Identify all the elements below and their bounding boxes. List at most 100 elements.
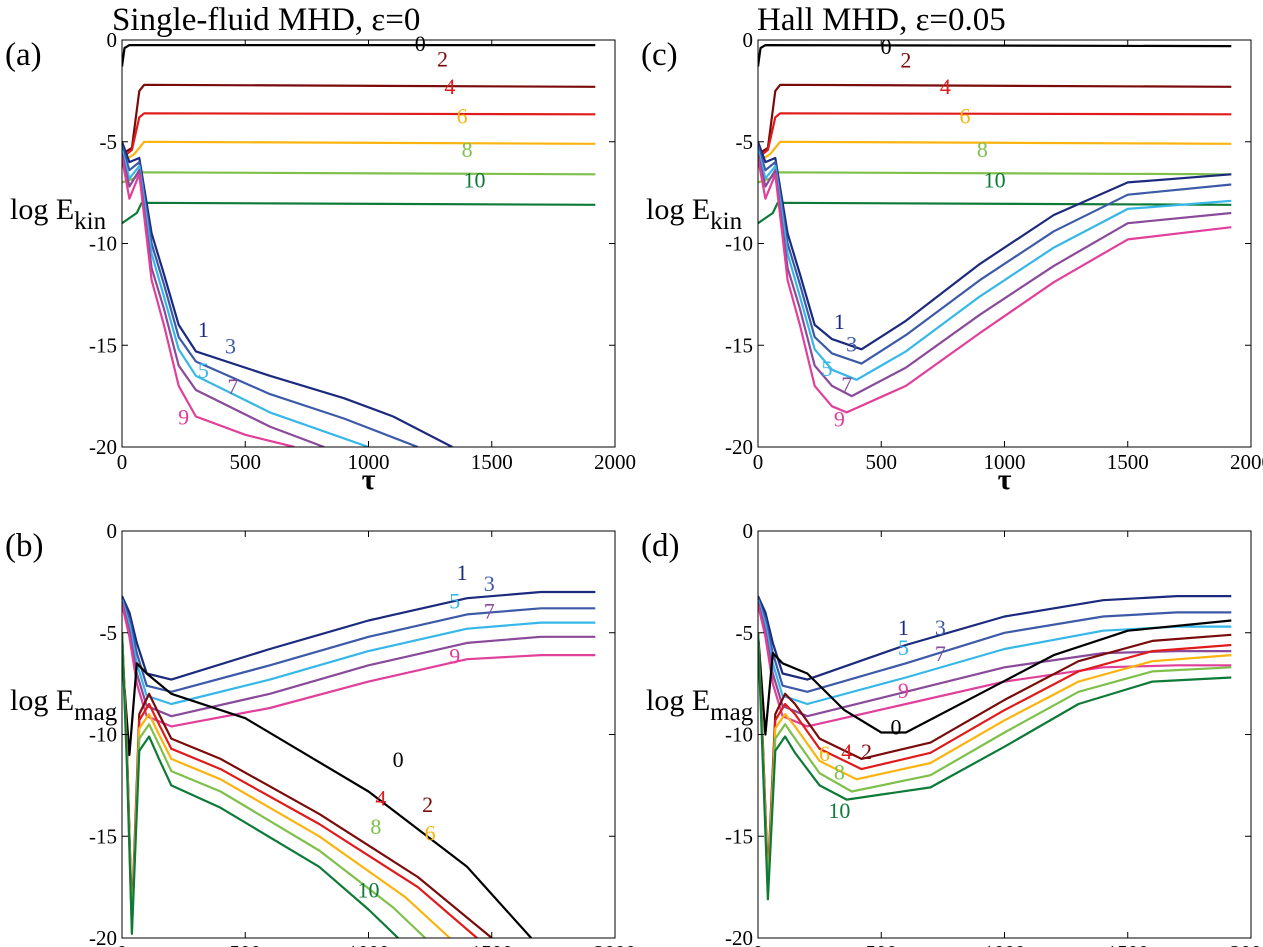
x-tick-label: 1500	[471, 941, 513, 947]
series-line-3	[122, 145, 419, 447]
x-tick-label: 1000	[984, 941, 1026, 947]
series-line-3	[122, 597, 596, 693]
series-label-6: 6	[457, 103, 468, 128]
series-line-0	[758, 44, 1232, 67]
y-tick-label: -10	[725, 723, 753, 747]
series-label-10: 10	[358, 877, 380, 902]
column-title-hall: Hall MHD, ε=0.05	[757, 2, 1006, 38]
x-tick-label: 1500	[1107, 450, 1149, 474]
series-lines	[122, 44, 596, 447]
series-label-2: 2	[437, 46, 448, 71]
series-line-9	[122, 157, 295, 447]
x-tick-label: 500	[230, 941, 262, 947]
y-tick-label: -10	[89, 723, 117, 747]
plot-frame	[121, 39, 616, 448]
series-label-6: 6	[960, 103, 971, 128]
x-tick-label: 500	[866, 941, 898, 947]
y-tick-label: -5	[736, 130, 754, 154]
y-tick-label: -10	[89, 232, 117, 256]
series-line-2	[122, 83, 596, 155]
x-tick-label: 0	[753, 450, 764, 474]
series-label-5: 5	[449, 588, 460, 613]
x-tick-label: 500	[230, 450, 262, 474]
y-tick-label: -15	[725, 333, 753, 357]
series-label-4: 4	[444, 74, 455, 99]
series-line-5	[122, 599, 596, 706]
x-tick-label: 0	[117, 941, 128, 947]
series-line-10	[758, 201, 1232, 225]
series-line-9	[758, 157, 1232, 414]
chart-panel-c: 0 500 1000 1500 2000 0 -5 -10 -15 -20 τ log Ekin (c)…	[641, 28, 1263, 496]
x-axis-label: τ	[362, 463, 376, 496]
series-label-2: 2	[422, 792, 433, 817]
series-line-7	[122, 601, 596, 718]
series-label-9: 9	[449, 643, 460, 668]
series-line-0	[122, 653, 533, 938]
panel-label: (b)	[5, 528, 43, 564]
series-label-3: 3	[935, 615, 946, 640]
series-label-0: 0	[881, 34, 892, 59]
series-label-1: 1	[834, 309, 845, 334]
y-tick-label: -20	[89, 926, 117, 947]
series-line-7	[758, 153, 1232, 398]
series-label-1: 1	[457, 560, 468, 585]
series-label-7: 7	[227, 374, 238, 399]
series-line-2	[758, 83, 1232, 155]
y-tick-label: -20	[89, 435, 117, 459]
x-tick-label: 2000	[594, 450, 636, 474]
series-label-1: 1	[898, 615, 909, 640]
x-tick-label: 1000	[348, 450, 390, 474]
series-label-5: 5	[198, 358, 209, 383]
series-lines	[758, 44, 1232, 414]
chart-panel-a: 0 500 1000 1500 2000 0 -5 -10 -15 -20 τ log Ekin (a)…	[5, 28, 636, 496]
series-label-3: 3	[846, 331, 857, 356]
y-tick-label: -10	[725, 232, 753, 256]
series-line-3	[758, 597, 1232, 693]
series-label-0: 0	[415, 31, 426, 56]
series-line-5	[122, 149, 369, 447]
series-label-8: 8	[977, 137, 988, 162]
series-label-5: 5	[898, 635, 909, 660]
series-label-8: 8	[370, 814, 381, 839]
series-label-4: 4	[841, 739, 852, 764]
x-tick-label: 2000	[1230, 941, 1263, 947]
series-label-4: 4	[375, 786, 386, 811]
series-line-7	[122, 153, 325, 447]
y-tick-label: -5	[736, 621, 754, 645]
y-tick-label: -20	[725, 435, 753, 459]
y-tick-label: 0	[743, 519, 754, 543]
series-line-10	[122, 201, 596, 225]
series-label-3: 3	[484, 571, 495, 596]
series-label-6: 6	[425, 820, 436, 845]
series-line-3	[758, 145, 1232, 365]
series-line-10	[122, 632, 399, 938]
y-axis-label: log Emag	[10, 684, 118, 726]
series-line-1	[758, 141, 1232, 351]
x-tick-label: 1000	[348, 941, 390, 947]
series-label-2: 2	[900, 47, 911, 72]
x-axis-label: τ	[998, 463, 1012, 496]
series-label-7: 7	[935, 641, 946, 666]
series-line-6	[758, 140, 1232, 164]
y-tick-label: 0	[743, 28, 754, 52]
y-tick-label: -5	[100, 621, 118, 645]
series-label-3: 3	[225, 333, 236, 358]
series-label-6: 6	[819, 741, 830, 766]
series-line-7	[758, 601, 1232, 718]
series-line-8	[122, 171, 596, 184]
series-line-0	[758, 619, 1232, 736]
y-axis-label: log Ekin	[10, 193, 107, 235]
series-label-0: 0	[891, 715, 902, 740]
series-label-8: 8	[834, 759, 845, 784]
series-label-5: 5	[822, 356, 833, 381]
x-tick-label: 2000	[1230, 450, 1263, 474]
series-label-9: 9	[834, 407, 845, 432]
panel-label: (c)	[641, 37, 678, 73]
series-line-1	[122, 590, 596, 681]
series-line-4	[122, 112, 596, 159]
series-label-7: 7	[484, 599, 495, 624]
series-lines	[122, 590, 596, 938]
series-line-5	[758, 149, 1232, 381]
